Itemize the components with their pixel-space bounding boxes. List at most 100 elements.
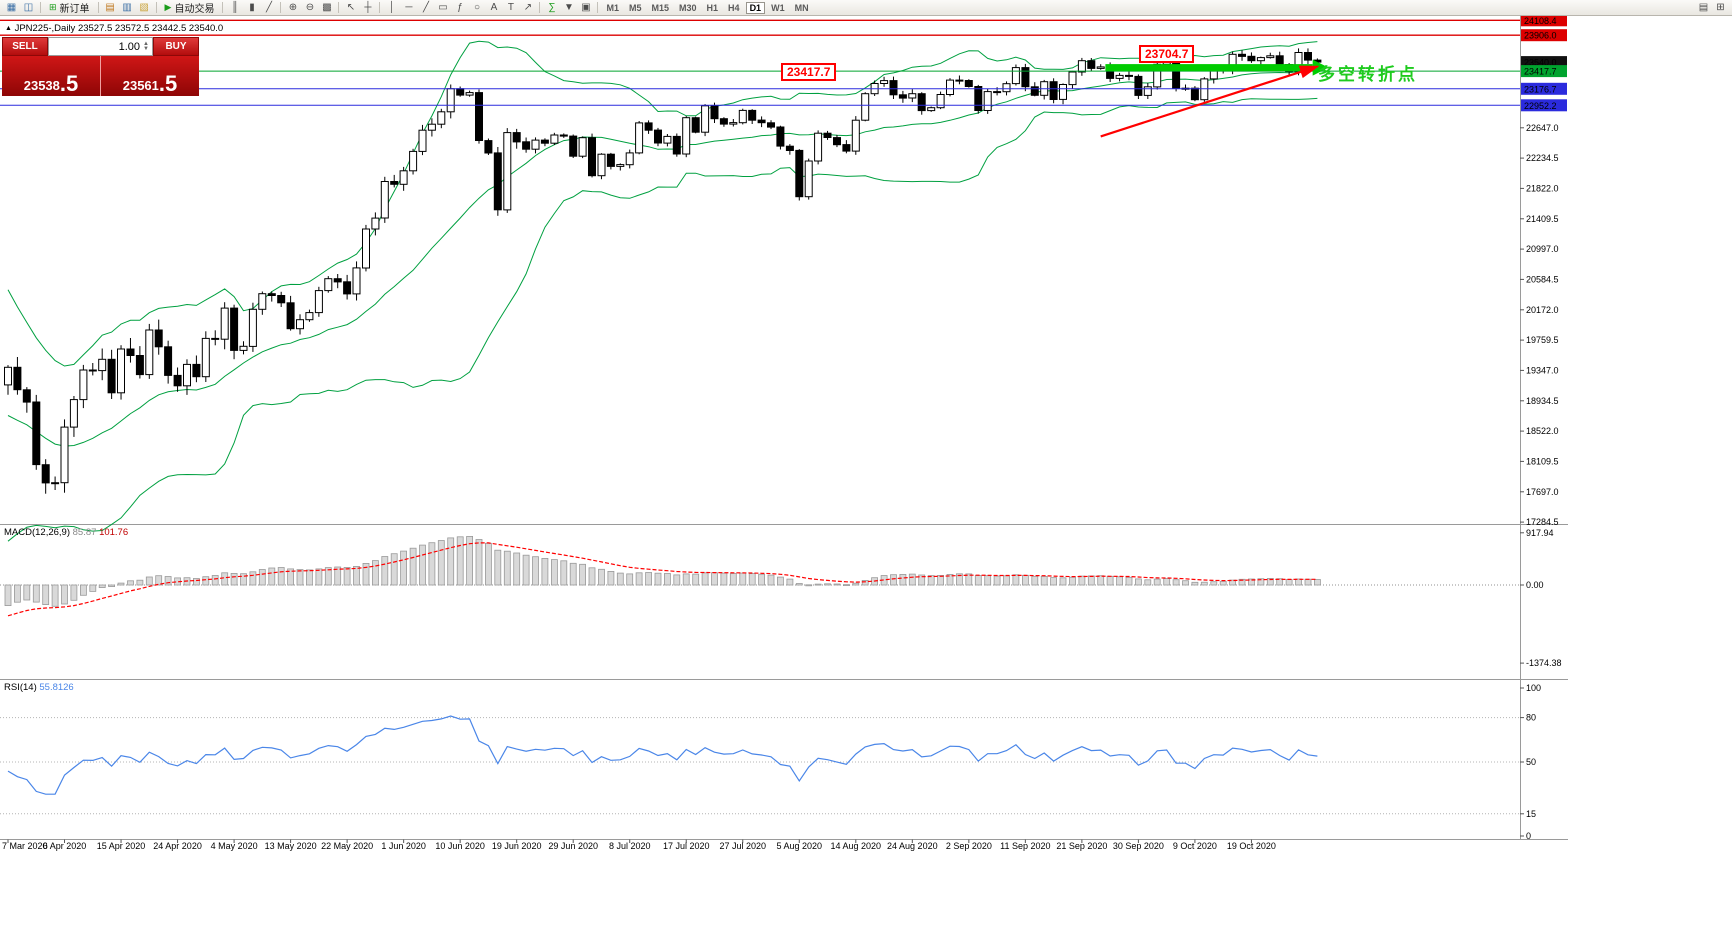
- trendline-icon[interactable]: ╱: [422, 2, 429, 13]
- auto-trading-icon: ▶: [164, 2, 172, 12]
- rsi-panel: [0, 715, 1520, 815]
- sell-button[interactable]: SELL: [2, 37, 48, 56]
- fibonacci-icon[interactable]: ƒ: [457, 2, 463, 13]
- svg-text:27 Jul 2020: 27 Jul 2020: [719, 841, 766, 851]
- text-icon[interactable]: A: [490, 2, 498, 13]
- svg-text:21 Sep 2020: 21 Sep 2020: [1056, 841, 1107, 851]
- svg-text:19 Jun 2020: 19 Jun 2020: [492, 841, 542, 851]
- volume-spinner[interactable]: ▲ ▼: [143, 40, 149, 52]
- svg-text:5 Aug 2020: 5 Aug 2020: [777, 841, 823, 851]
- spin-up-icon[interactable]: ▲: [143, 40, 149, 47]
- timeframe-button-w1[interactable]: W1: [771, 2, 785, 13]
- vertical-line-icon[interactable]: │: [388, 2, 396, 13]
- tile-windows-icon[interactable]: ▩: [322, 2, 332, 13]
- bb-upper: [7, 40, 1318, 367]
- new-chart-icon[interactable]: ▦: [6, 2, 17, 13]
- templates-icon[interactable]: ▣: [581, 2, 591, 13]
- chart-symbol-period: JPN225-,Daily: [14, 23, 76, 34]
- price-level-annotation-1[interactable]: 23417.7: [781, 63, 837, 81]
- timeframe-button-m5[interactable]: M5: [628, 2, 642, 13]
- horizontal-line-icon[interactable]: ─: [405, 2, 413, 13]
- level-lines[interactable]: [0, 19, 1520, 106]
- chart-caption: ▲ JPN225-,Daily 23527.5 23572.5 23442.5 …: [5, 23, 223, 34]
- svg-text:50: 50: [1526, 757, 1536, 767]
- timeframe-button-m30[interactable]: M30: [679, 2, 697, 13]
- spin-down-icon[interactable]: ▼: [143, 45, 149, 52]
- cursor-icon[interactable]: ↖: [346, 2, 356, 13]
- rsi-indicator-label: RSI(14) 55.8126: [4, 682, 74, 693]
- price-level-annotation-2[interactable]: 23704.7: [1139, 45, 1195, 63]
- data-window-icon[interactable]: ▥: [122, 2, 132, 13]
- macd-name: MACD(12,26,9): [4, 527, 70, 538]
- chart-ohlc-values: 23527.5 23572.5 23442.5 23540.0: [77, 23, 224, 34]
- turning-point-note[interactable]: 多空转折点: [1318, 65, 1418, 84]
- toolbar-sep: [379, 2, 381, 13]
- toolbar-sep: [40, 2, 41, 13]
- buy-button[interactable]: BUY: [153, 37, 199, 56]
- svg-text:22234.5: 22234.5: [1526, 153, 1559, 163]
- timeframe-button-m15[interactable]: M15: [651, 2, 670, 13]
- periods-icon[interactable]: ▼: [564, 2, 574, 13]
- price-axis[interactable]: 22647.0 22234.5 21822.0 21409.5 20997.0 20584…: [1520, 14, 1567, 527]
- svg-text:15 Apr 2020: 15 Apr 2020: [97, 841, 146, 851]
- svg-text:7 Mar 2020: 7 Mar 2020: [2, 841, 48, 851]
- indicators-icon[interactable]: ∑: [548, 2, 556, 13]
- ellipse-icon[interactable]: ○: [473, 2, 480, 13]
- timeframe-button-h1[interactable]: H1: [706, 2, 719, 13]
- volume-field[interactable]: 1.00 ▲ ▼: [48, 37, 153, 56]
- buy-price-button[interactable]: 23561 .5: [101, 56, 199, 96]
- svg-text:17284.5: 17284.5: [1526, 517, 1559, 527]
- rsi-axis[interactable]: 100 80 50 15 0: [1520, 683, 1541, 841]
- navigator-icon[interactable]: ▧: [139, 2, 149, 13]
- channel-icon[interactable]: ▭: [438, 2, 448, 13]
- toolbar-sep: [597, 2, 599, 13]
- macd-value: 85.87: [72, 527, 97, 538]
- svg-text:17697.0: 17697.0: [1526, 487, 1559, 497]
- timeframe-button-mn[interactable]: MN: [794, 2, 809, 13]
- svg-text:21409.5: 21409.5: [1526, 214, 1559, 224]
- zoom-in-icon[interactable]: ⊕: [288, 2, 298, 13]
- market-watch-icon[interactable]: ▤: [105, 2, 115, 13]
- svg-text:20172.0: 20172.0: [1526, 305, 1559, 315]
- svg-text:23176.7: 23176.7: [1524, 84, 1557, 94]
- timeframe-button-d1[interactable]: D1: [745, 1, 766, 14]
- svg-text:-1374.38: -1374.38: [1526, 658, 1562, 668]
- svg-text:1 Jun 2020: 1 Jun 2020: [381, 841, 426, 851]
- trend-arrow-object[interactable]: [1100, 65, 1320, 138]
- zoom-out-icon[interactable]: ⊖: [305, 2, 315, 13]
- svg-text:23906.0: 23906.0: [1524, 31, 1557, 41]
- crosshair-icon[interactable]: ┼: [364, 2, 372, 13]
- timeframe-button-m1[interactable]: M1: [606, 2, 619, 13]
- toolbar-sep: [280, 2, 282, 13]
- toolbar-sep: [539, 2, 541, 13]
- toolbar-sep: [155, 2, 157, 13]
- timeframe-button-h4[interactable]: H4: [728, 2, 740, 13]
- svg-text:23540.0: 23540.0: [1524, 58, 1557, 68]
- arrows-icon[interactable]: ↗: [523, 2, 533, 13]
- svg-text:10 Jun 2020: 10 Jun 2020: [435, 841, 485, 851]
- new-order-button[interactable]: ⊞ 新订单: [49, 2, 90, 15]
- docking-icon[interactable]: ▤: [1698, 2, 1709, 13]
- svg-text:9 Oct 2020: 9 Oct 2020: [1173, 841, 1217, 851]
- svg-text:6 Apr 2020: 6 Apr 2020: [43, 841, 87, 851]
- svg-text:29 Jun 2020: 29 Jun 2020: [548, 841, 598, 851]
- svg-text:24108.4: 24108.4: [1524, 16, 1557, 26]
- macd-axis[interactable]: 917.94 0.00 -1374.38: [1520, 528, 1562, 668]
- sell-price-button[interactable]: 23538 .5: [2, 56, 101, 96]
- macd-indicator-label: MACD(12,26,9) 85.87 101.76: [4, 527, 128, 538]
- line-chart-icon[interactable]: ╱: [265, 2, 272, 13]
- profiles-icon[interactable]: ◫: [23, 2, 34, 13]
- svg-text:22647.0: 22647.0: [1526, 123, 1559, 133]
- auto-trading-button[interactable]: ▶ 自动交易: [164, 2, 215, 15]
- sell-price-frac: .5: [59, 71, 79, 96]
- bar-chart-icon[interactable]: ║: [231, 2, 239, 13]
- arrange-icon[interactable]: ⊞: [1716, 2, 1725, 13]
- buy-price-frac: .5: [158, 71, 178, 96]
- candlestick-chart-icon[interactable]: ▮: [249, 2, 255, 13]
- text-label-icon[interactable]: T: [507, 2, 515, 13]
- bb-middle: [7, 69, 1318, 447]
- buy-price-main: 23561: [122, 78, 159, 93]
- sell-price-main: 23538: [23, 78, 60, 93]
